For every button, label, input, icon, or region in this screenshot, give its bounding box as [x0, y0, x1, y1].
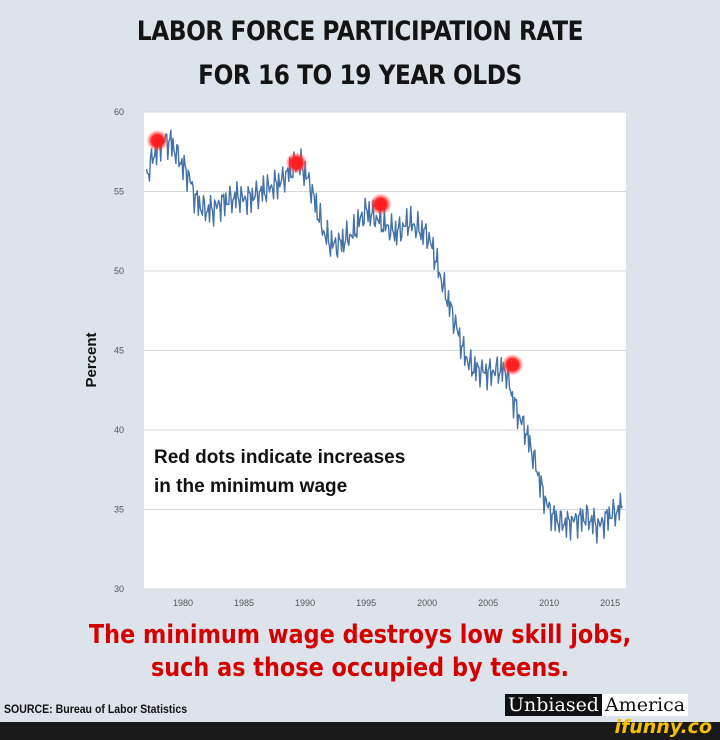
- x-axis-tick-labels: 1980 1985 1990 1995 2000 2005 2010 2015: [173, 598, 620, 608]
- brand-part-2: America: [601, 694, 689, 716]
- minimum-wage-increase-marker: [285, 151, 308, 174]
- y-tick-label: 30: [114, 584, 124, 594]
- y-tick-label: 60: [114, 107, 124, 117]
- y-axis-tick-labels: 60 55 50 45 40 35 30: [114, 107, 124, 594]
- minimum-wage-increase-marker: [501, 353, 524, 376]
- x-tick-label: 1985: [234, 598, 254, 608]
- source-note: SOURCE: Bureau of Labor Statistics: [4, 702, 188, 716]
- x-tick-label: 2010: [539, 598, 559, 608]
- minimum-wage-markers: [146, 129, 524, 376]
- x-tick-label: 2005: [478, 598, 498, 608]
- y-axis-label: Percent: [83, 332, 100, 387]
- y-tick-label: 40: [114, 425, 124, 435]
- watermark: ifunny.co: [614, 716, 712, 738]
- x-tick-label: 1990: [295, 598, 315, 608]
- footer-bar: [0, 722, 720, 740]
- y-tick-label: 35: [114, 505, 124, 515]
- x-tick-label: 2000: [417, 598, 437, 608]
- annotation-line-2: in the minimum wage: [154, 476, 347, 497]
- caption-line-2: such as those occupied by teens.: [150, 653, 570, 683]
- y-tick-label: 45: [114, 346, 124, 356]
- minimum-wage-increase-marker: [146, 129, 169, 152]
- caption-line-1: The minimum wage destroys low skill jobs…: [88, 620, 632, 650]
- minimum-wage-increase-marker: [369, 193, 392, 216]
- brand-logo: Unbiased America: [505, 694, 689, 716]
- chart-title-line-1: LABOR FORCE PARTICIPATION RATE: [136, 16, 584, 47]
- x-tick-label: 1980: [173, 598, 193, 608]
- annotation-line-1: Red dots indicate increases: [154, 447, 405, 468]
- y-tick-label: 55: [114, 187, 124, 197]
- line-chart: 60 55 50 45 40 35 30 1980 1985 1990 1995 2000 2005 2…: [83, 107, 626, 608]
- y-tick-label: 50: [114, 266, 124, 276]
- chart-title-line-2: FOR 16 TO 19 YEAR OLDS: [198, 60, 522, 91]
- grid-lines: [144, 111, 626, 590]
- x-tick-label: 1995: [356, 598, 376, 608]
- x-tick-label: 2015: [600, 598, 620, 608]
- brand-part-1: Unbiased: [505, 694, 602, 716]
